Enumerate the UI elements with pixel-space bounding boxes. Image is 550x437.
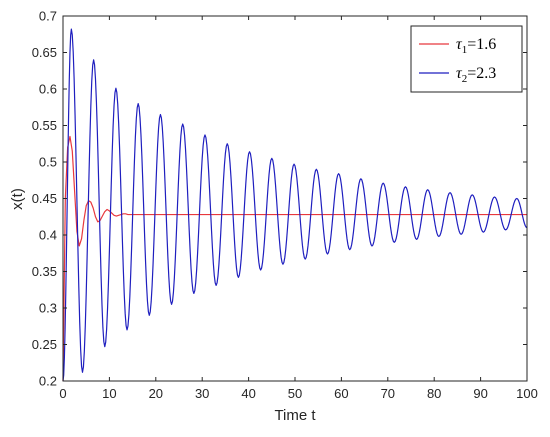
x-tick-label: 50: [288, 386, 302, 401]
y-tick-label: 0.3: [39, 301, 57, 316]
x-tick-label: 20: [149, 386, 163, 401]
y-tick-label: 0.5: [39, 155, 57, 170]
y-tick-label: 0.55: [32, 118, 57, 133]
y-axis: 0.2 0.25 0.3 0.35 0.4 0.45 0.5 0.55 0.6 0.65 0.7: [32, 9, 527, 389]
y-tick-label: 0.7: [39, 9, 57, 24]
legend-value-tau2: =2.3: [467, 65, 496, 82]
x-tick-label: 40: [241, 386, 255, 401]
y-tick-label: 0.25: [32, 337, 57, 352]
legend-value-tau1: =1.6: [467, 36, 496, 53]
y-tick-label: 0.2: [39, 374, 57, 389]
legend: τ1=1.6 τ2=2.3: [410, 25, 523, 93]
series-line-tau1: [62, 135, 527, 382]
y-tick-label: 0.45: [32, 191, 57, 206]
x-tick-label: 10: [102, 386, 116, 401]
x-axis: 0 10 20 30 40 50 60 70 80 90 100: [59, 16, 538, 401]
x-tick-label: 0: [59, 386, 66, 401]
y-tick-label: 0.4: [39, 228, 57, 243]
series-line-tau2: [62, 28, 528, 382]
x-axis-title: Time t: [274, 407, 316, 424]
legend-subscript-tau2: 2: [462, 73, 468, 85]
legend-symbol-tau2: τ: [456, 65, 463, 82]
legend-subscript-tau1: 1: [462, 44, 468, 56]
legend-symbol-tau1: τ: [456, 36, 463, 53]
legend-label-tau1: τ1=1.6: [456, 36, 496, 56]
x-tick-label: 90: [473, 386, 487, 401]
y-tick-label: 0.65: [32, 45, 57, 60]
x-tick-label: 70: [381, 386, 395, 401]
y-tick-label: 0.35: [32, 264, 57, 279]
x-tick-label: 80: [427, 386, 441, 401]
x-tick-label: 60: [334, 386, 348, 401]
legend-label-tau2: τ2=2.3: [456, 65, 496, 85]
x-tick-label: 30: [195, 386, 209, 401]
series-layer: [62, 28, 528, 382]
y-tick-label: 0.6: [39, 82, 57, 97]
y-axis-title: x(t): [9, 188, 26, 210]
x-tick-label: 100: [516, 386, 538, 401]
legend-box: [410, 25, 523, 93]
